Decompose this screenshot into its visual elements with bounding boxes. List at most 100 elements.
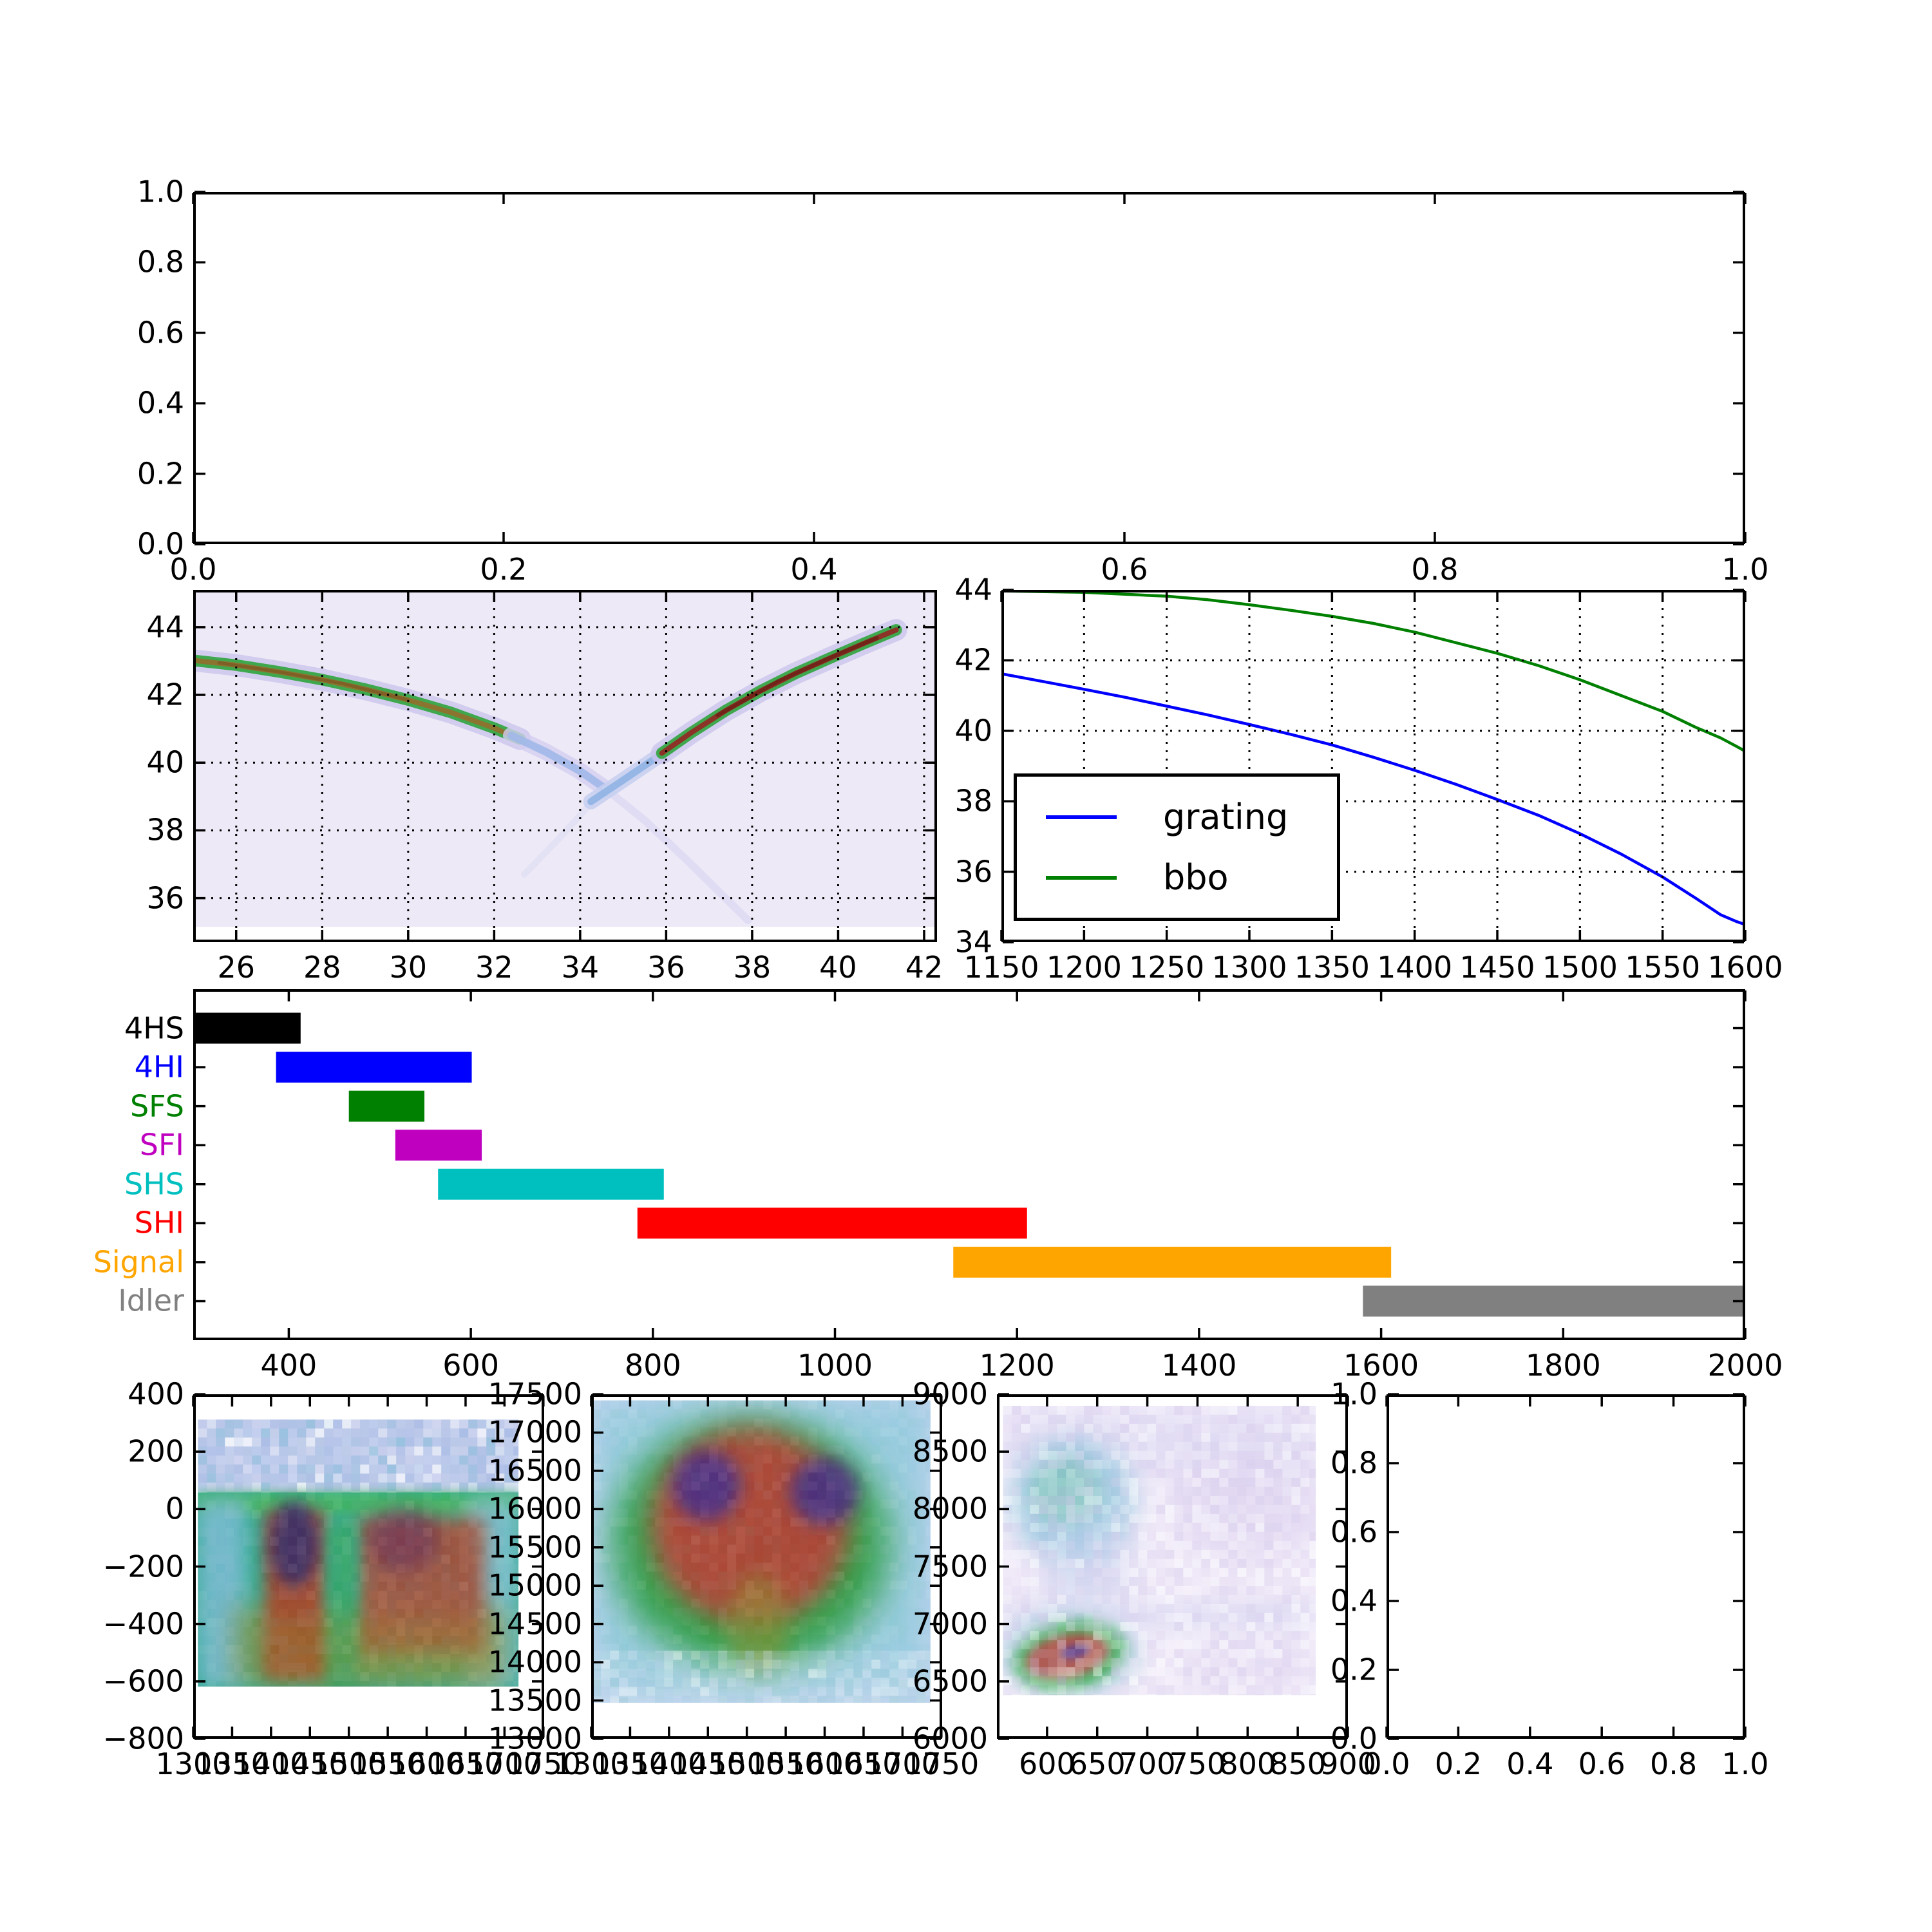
y-tick-label: 0.8 [137,245,184,280]
row-label-4HS: 4HS [124,1010,184,1046]
axes-spine [193,1394,544,1739]
axes-spine [997,1394,1348,1739]
x-tick-label: 1400 [631,1747,707,1781]
x-tick-label: 38 [733,950,772,985]
y-tick-label: 6500 [912,1663,988,1699]
y-tick-label: 8000 [912,1492,988,1527]
range-bar-Signal [953,1246,1392,1278]
x-tick-label: 1450 [670,1747,746,1781]
legend-entry-grating: grating [1017,797,1337,837]
row-label-SFS: SFS [129,1088,184,1124]
y-tick-label: 0 [165,1492,184,1527]
y-tick-label: 8500 [912,1434,988,1469]
y-tick-label: 36 [954,854,992,889]
y-tick-label: 13000 [488,1721,582,1756]
row-label-Signal: Signal [93,1244,184,1280]
x-tick-label: 1500 [709,1747,785,1781]
x-tick-label: 750 [1169,1747,1226,1781]
row-label-SHS: SHS [124,1166,184,1202]
axes-spine [591,1394,942,1739]
range-bar-SHI [637,1208,1027,1239]
y-tick-label: −800 [102,1721,184,1756]
y-tick-label: 15500 [488,1530,582,1565]
legend-label-grating: grating [1163,797,1289,837]
y-tick-label: 38 [146,813,184,848]
x-tick-label: 1150 [963,950,1039,985]
y-tick-label: 38 [954,783,992,819]
x-tick-label: 1450 [1459,950,1535,985]
x-tick-label: 0.0 [1363,1747,1410,1781]
x-tick-label: 650 [1068,1747,1126,1781]
x-tick-label: 0.2 [1434,1747,1482,1781]
x-tick-label: 1550 [1625,950,1701,985]
range-bar-SFI [395,1130,482,1161]
x-tick-label: 600 [1018,1747,1075,1781]
y-tick-label: 7500 [912,1549,988,1584]
axes-spine [193,192,1745,544]
y-tick-label: 0.0 [137,526,184,562]
legend-line-grating [1046,815,1117,819]
y-tick-label: 400 [128,1376,184,1412]
x-tick-label: 34 [561,950,600,985]
x-tick-label: 1400 [233,1747,309,1781]
x-tick-label: 600 [442,1348,500,1383]
y-tick-label: 0.8 [1330,1445,1378,1481]
y-tick-label: 200 [128,1434,184,1469]
x-tick-label: 1700 [466,1747,542,1781]
x-tick-label: 1400 [1161,1348,1237,1383]
y-tick-label: 40 [954,713,992,748]
axes-spine [193,989,1745,1340]
x-tick-label: 1.0 [1721,552,1769,587]
x-tick-label: 800 [624,1348,681,1383]
y-tick-label: 0.6 [137,315,184,350]
x-tick-label: 1550 [350,1747,426,1781]
axes-spine [1001,590,1745,942]
x-tick-label: 32 [475,950,513,985]
x-tick-label: 0.2 [480,552,527,587]
x-tick-label: 0.4 [790,552,838,587]
legend-label-bbo: bbo [1163,857,1229,898]
x-tick-label: 1650 [826,1747,902,1781]
x-tick-label: 900 [1320,1747,1376,1781]
x-tick-label: 1600 [388,1747,465,1781]
range-bar-SFS [348,1090,425,1122]
y-tick-label: 36 [146,880,184,916]
y-tick-label: 0.0 [1330,1721,1378,1756]
legend-line-bbo [1046,875,1117,880]
plot-jsi-cross-heatmap [997,1393,1349,1740]
row-label-4HI: 4HI [134,1049,184,1084]
x-tick-label: 1.0 [1721,1747,1769,1781]
range-bar-4HI [276,1052,472,1083]
x-tick-label: 850 [1269,1747,1327,1781]
y-tick-label: 0.2 [137,456,184,491]
y-tick-label: 42 [146,677,184,712]
y-tick-label: 14500 [488,1606,582,1642]
axes-spine [1387,1394,1745,1739]
x-tick-label: 0.8 [1650,1747,1698,1781]
x-tick-label: 0.6 [1578,1747,1625,1781]
x-tick-label: 1700 [864,1747,940,1781]
row-label-SFI: SFI [139,1127,184,1162]
x-tick-label: 1350 [1294,950,1370,985]
x-tick-label: 26 [217,950,256,985]
range-bar-Idler [1363,1285,1745,1317]
y-tick-label: 0.6 [1330,1514,1378,1549]
x-tick-label: 28 [303,950,341,985]
x-tick-label: 30 [389,950,428,985]
x-tick-label: 1000 [797,1348,873,1383]
y-tick-label: 42 [954,643,992,678]
x-tick-label: 1350 [592,1747,668,1781]
plot-jsi-frequency-heatmap [590,1393,943,1740]
x-tick-label: 36 [647,950,685,985]
row-label-Idler: Idler [118,1283,184,1319]
x-tick-label: 40 [819,950,857,985]
y-tick-label: 6000 [912,1721,988,1756]
x-tick-label: 1450 [272,1747,348,1781]
x-tick-label: 1600 [786,1747,863,1781]
x-tick-label: 1750 [904,1747,980,1781]
range-bar-SHS [438,1168,664,1200]
y-tick-label: 0.2 [1330,1652,1378,1687]
x-tick-label: 400 [260,1348,317,1383]
x-tick-label: 1300 [553,1747,629,1781]
